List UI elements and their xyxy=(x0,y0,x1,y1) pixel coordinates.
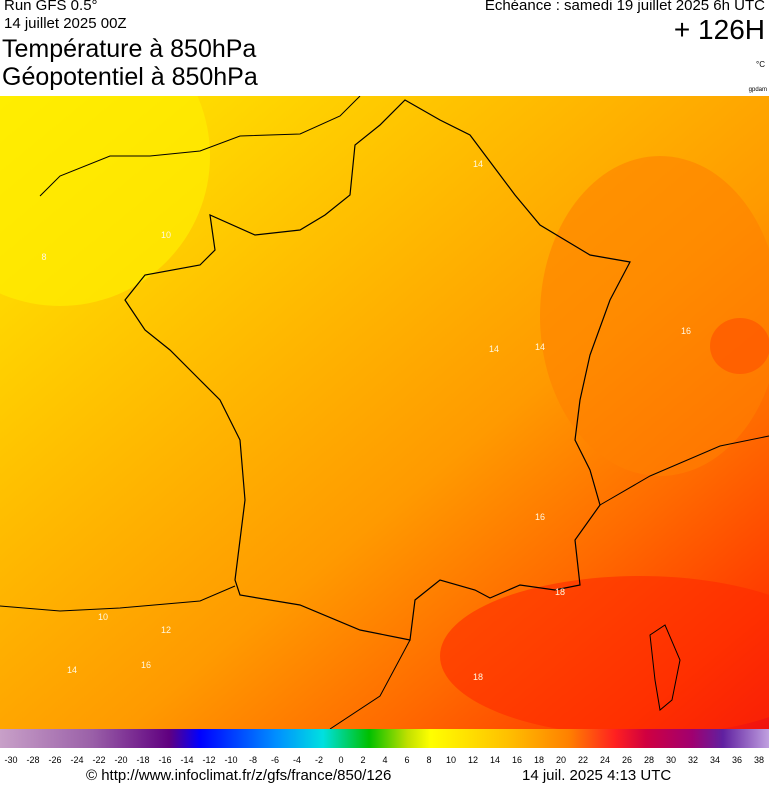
colorbar-label: 38 xyxy=(754,755,764,765)
contour-label: 10 xyxy=(98,612,108,622)
colorbar-label: 10 xyxy=(446,755,456,765)
colorbar-label: 34 xyxy=(710,755,720,765)
contour-label: 18 xyxy=(473,672,483,682)
lead-time: + 126H xyxy=(673,14,765,45)
colorbar-label: 2 xyxy=(360,755,365,765)
unit: °C xyxy=(756,60,765,69)
colorbar-label: 8 xyxy=(426,755,431,765)
run-label: Run GFS 0.5° xyxy=(4,0,98,14)
warm-area xyxy=(710,318,769,374)
colorbar-label: 26 xyxy=(622,755,632,765)
map-title: Température à 850hPa xyxy=(2,35,257,63)
source-url: © http://www.infoclimat.fr/z/gfs/france/… xyxy=(86,767,392,784)
valid-time: Echéance : samedi 19 juillet 2025 6h UTC xyxy=(484,0,765,14)
colorbar-label: -8 xyxy=(249,755,257,765)
contour-label: 14 xyxy=(67,665,77,675)
spain-border xyxy=(329,639,411,729)
colorbar-label: -22 xyxy=(92,755,105,765)
colorbar-label: 20 xyxy=(556,755,566,765)
contour-label: 10 xyxy=(161,230,171,240)
colorbar-label: 4 xyxy=(382,755,387,765)
hot-area xyxy=(440,576,769,729)
england-coast xyxy=(39,96,361,197)
contour-label: 14 xyxy=(535,342,545,352)
colorbar-label: 0 xyxy=(338,755,343,765)
colorbar xyxy=(0,729,769,748)
colorbar-label: 12 xyxy=(468,755,478,765)
contour-label: 16 xyxy=(681,326,691,336)
colorbar-label: 32 xyxy=(688,755,698,765)
contour-label: 16 xyxy=(141,660,151,670)
map: 14 10 8 16 14 14 16 18 10 12 16 14 18 xyxy=(0,96,769,729)
colorbar-label: -10 xyxy=(224,755,237,765)
contour-label: 16 xyxy=(535,512,545,522)
italy-coast xyxy=(599,435,769,506)
colorbar-label: 14 xyxy=(490,755,500,765)
contour-label: 8 xyxy=(41,252,46,262)
map-subtitle: Géopotentiel à 850hPa xyxy=(2,63,258,91)
colorbar-label: 16 xyxy=(512,755,522,765)
colorbar-label: -20 xyxy=(114,755,127,765)
colorbar-label: 18 xyxy=(534,755,544,765)
colorbar-label: -12 xyxy=(202,755,215,765)
cool-area xyxy=(0,96,210,306)
colorbar-label: -26 xyxy=(48,755,61,765)
colorbar-label: -4 xyxy=(293,755,301,765)
colorbar-label: -2 xyxy=(315,755,323,765)
colorbar-label: 6 xyxy=(404,755,409,765)
contour-label: 14 xyxy=(473,159,483,169)
colorbar-label: -16 xyxy=(158,755,171,765)
colorbar-label: 28 xyxy=(644,755,654,765)
contour-label: 14 xyxy=(489,344,499,354)
colorbar-label: -18 xyxy=(136,755,149,765)
colorbar-labels: -30 -28 -26 -24 -22 -20 -18 -16 -14 -12 -10 -8 -6 -4-… xyxy=(4,755,764,765)
credit: gpdam xyxy=(748,87,767,93)
timestamp: 14 juil. 2025 4:13 UTC xyxy=(522,767,672,784)
spain-coast xyxy=(0,585,236,612)
colorbar-label: -28 xyxy=(26,755,39,765)
run-date: 14 juillet 2025 00Z xyxy=(4,15,127,32)
colorbar-label: 30 xyxy=(666,755,676,765)
corsica-coast xyxy=(649,624,681,711)
colorbar-label: 36 xyxy=(732,755,742,765)
colorbar-label: 22 xyxy=(578,755,588,765)
contour-label: 12 xyxy=(161,625,171,635)
contour-label: 18 xyxy=(555,587,565,597)
colorbar-label: 24 xyxy=(600,755,610,765)
warm-area xyxy=(540,156,769,476)
colorbar-label: -24 xyxy=(70,755,83,765)
france-border xyxy=(124,99,631,641)
colorbar-label: -6 xyxy=(271,755,279,765)
colorbar-label: -30 xyxy=(4,755,17,765)
colorbar-label: -14 xyxy=(180,755,193,765)
